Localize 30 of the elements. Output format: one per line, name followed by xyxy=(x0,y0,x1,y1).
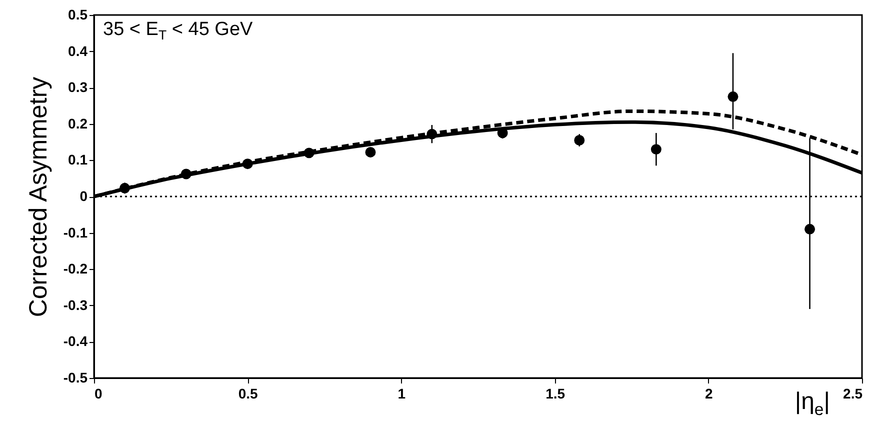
x-axis-title: |η$_{e}$| xyxy=(794,388,830,420)
point xyxy=(304,148,314,158)
point xyxy=(119,182,130,194)
x-tick-label: 2.5 xyxy=(843,386,863,402)
y-tick-label: -0.3 xyxy=(63,296,88,313)
point xyxy=(728,91,738,102)
y-tick-label: 0.2 xyxy=(68,115,88,132)
point xyxy=(650,144,662,155)
y-tick-label: -0.5 xyxy=(63,370,88,386)
x-tick-label: 2 xyxy=(705,386,713,402)
point xyxy=(426,128,438,140)
point xyxy=(242,158,253,170)
y-tick-label: -0.1 xyxy=(63,224,88,240)
point xyxy=(180,168,192,180)
y-tick-label: 0.5 xyxy=(68,6,88,22)
y-tick-label: 0 xyxy=(80,188,88,204)
y-tick-label: 0.1 xyxy=(68,152,88,168)
y-tick-label: 0.4 xyxy=(68,42,88,59)
x-tick-label: 1.5 xyxy=(546,386,566,402)
point xyxy=(804,224,816,234)
x-tick-label: 1 xyxy=(398,386,406,402)
y-tick-label: 0.3 xyxy=(68,79,88,96)
annotation: 35 < E$_{T}$ < 45 GeV xyxy=(103,19,253,43)
point xyxy=(574,135,585,146)
x-tick-label: 0.5 xyxy=(238,386,258,402)
y-tick-label: -0.2 xyxy=(63,260,88,277)
x-tick-label: 0 xyxy=(94,386,102,402)
y-tick-label: -0.4 xyxy=(63,333,88,350)
y-axis-title: Corrected Asymmetry xyxy=(24,76,52,318)
point xyxy=(365,146,376,158)
